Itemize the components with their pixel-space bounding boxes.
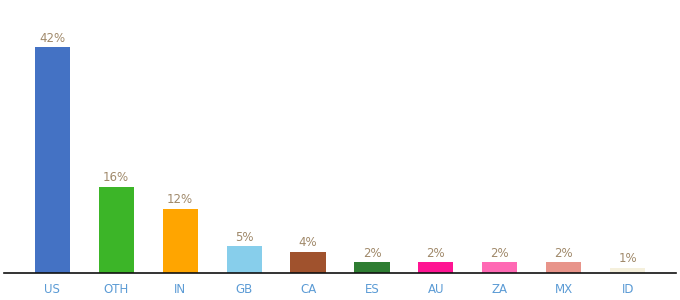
Text: 16%: 16% — [103, 171, 129, 184]
Bar — [610, 268, 645, 273]
Text: 2%: 2% — [554, 247, 573, 260]
Bar — [35, 47, 70, 273]
Bar — [290, 252, 326, 273]
Bar — [99, 187, 134, 273]
Text: 42%: 42% — [39, 32, 65, 44]
Text: 5%: 5% — [235, 230, 254, 244]
Bar — [354, 262, 390, 273]
Bar — [163, 208, 198, 273]
Text: 12%: 12% — [167, 193, 193, 206]
Text: 2%: 2% — [362, 247, 381, 260]
Bar — [226, 246, 262, 273]
Bar — [546, 262, 581, 273]
Text: 4%: 4% — [299, 236, 318, 249]
Bar — [482, 262, 517, 273]
Text: 1%: 1% — [618, 252, 637, 265]
Text: 2%: 2% — [490, 247, 509, 260]
Text: 2%: 2% — [426, 247, 445, 260]
Bar — [418, 262, 454, 273]
